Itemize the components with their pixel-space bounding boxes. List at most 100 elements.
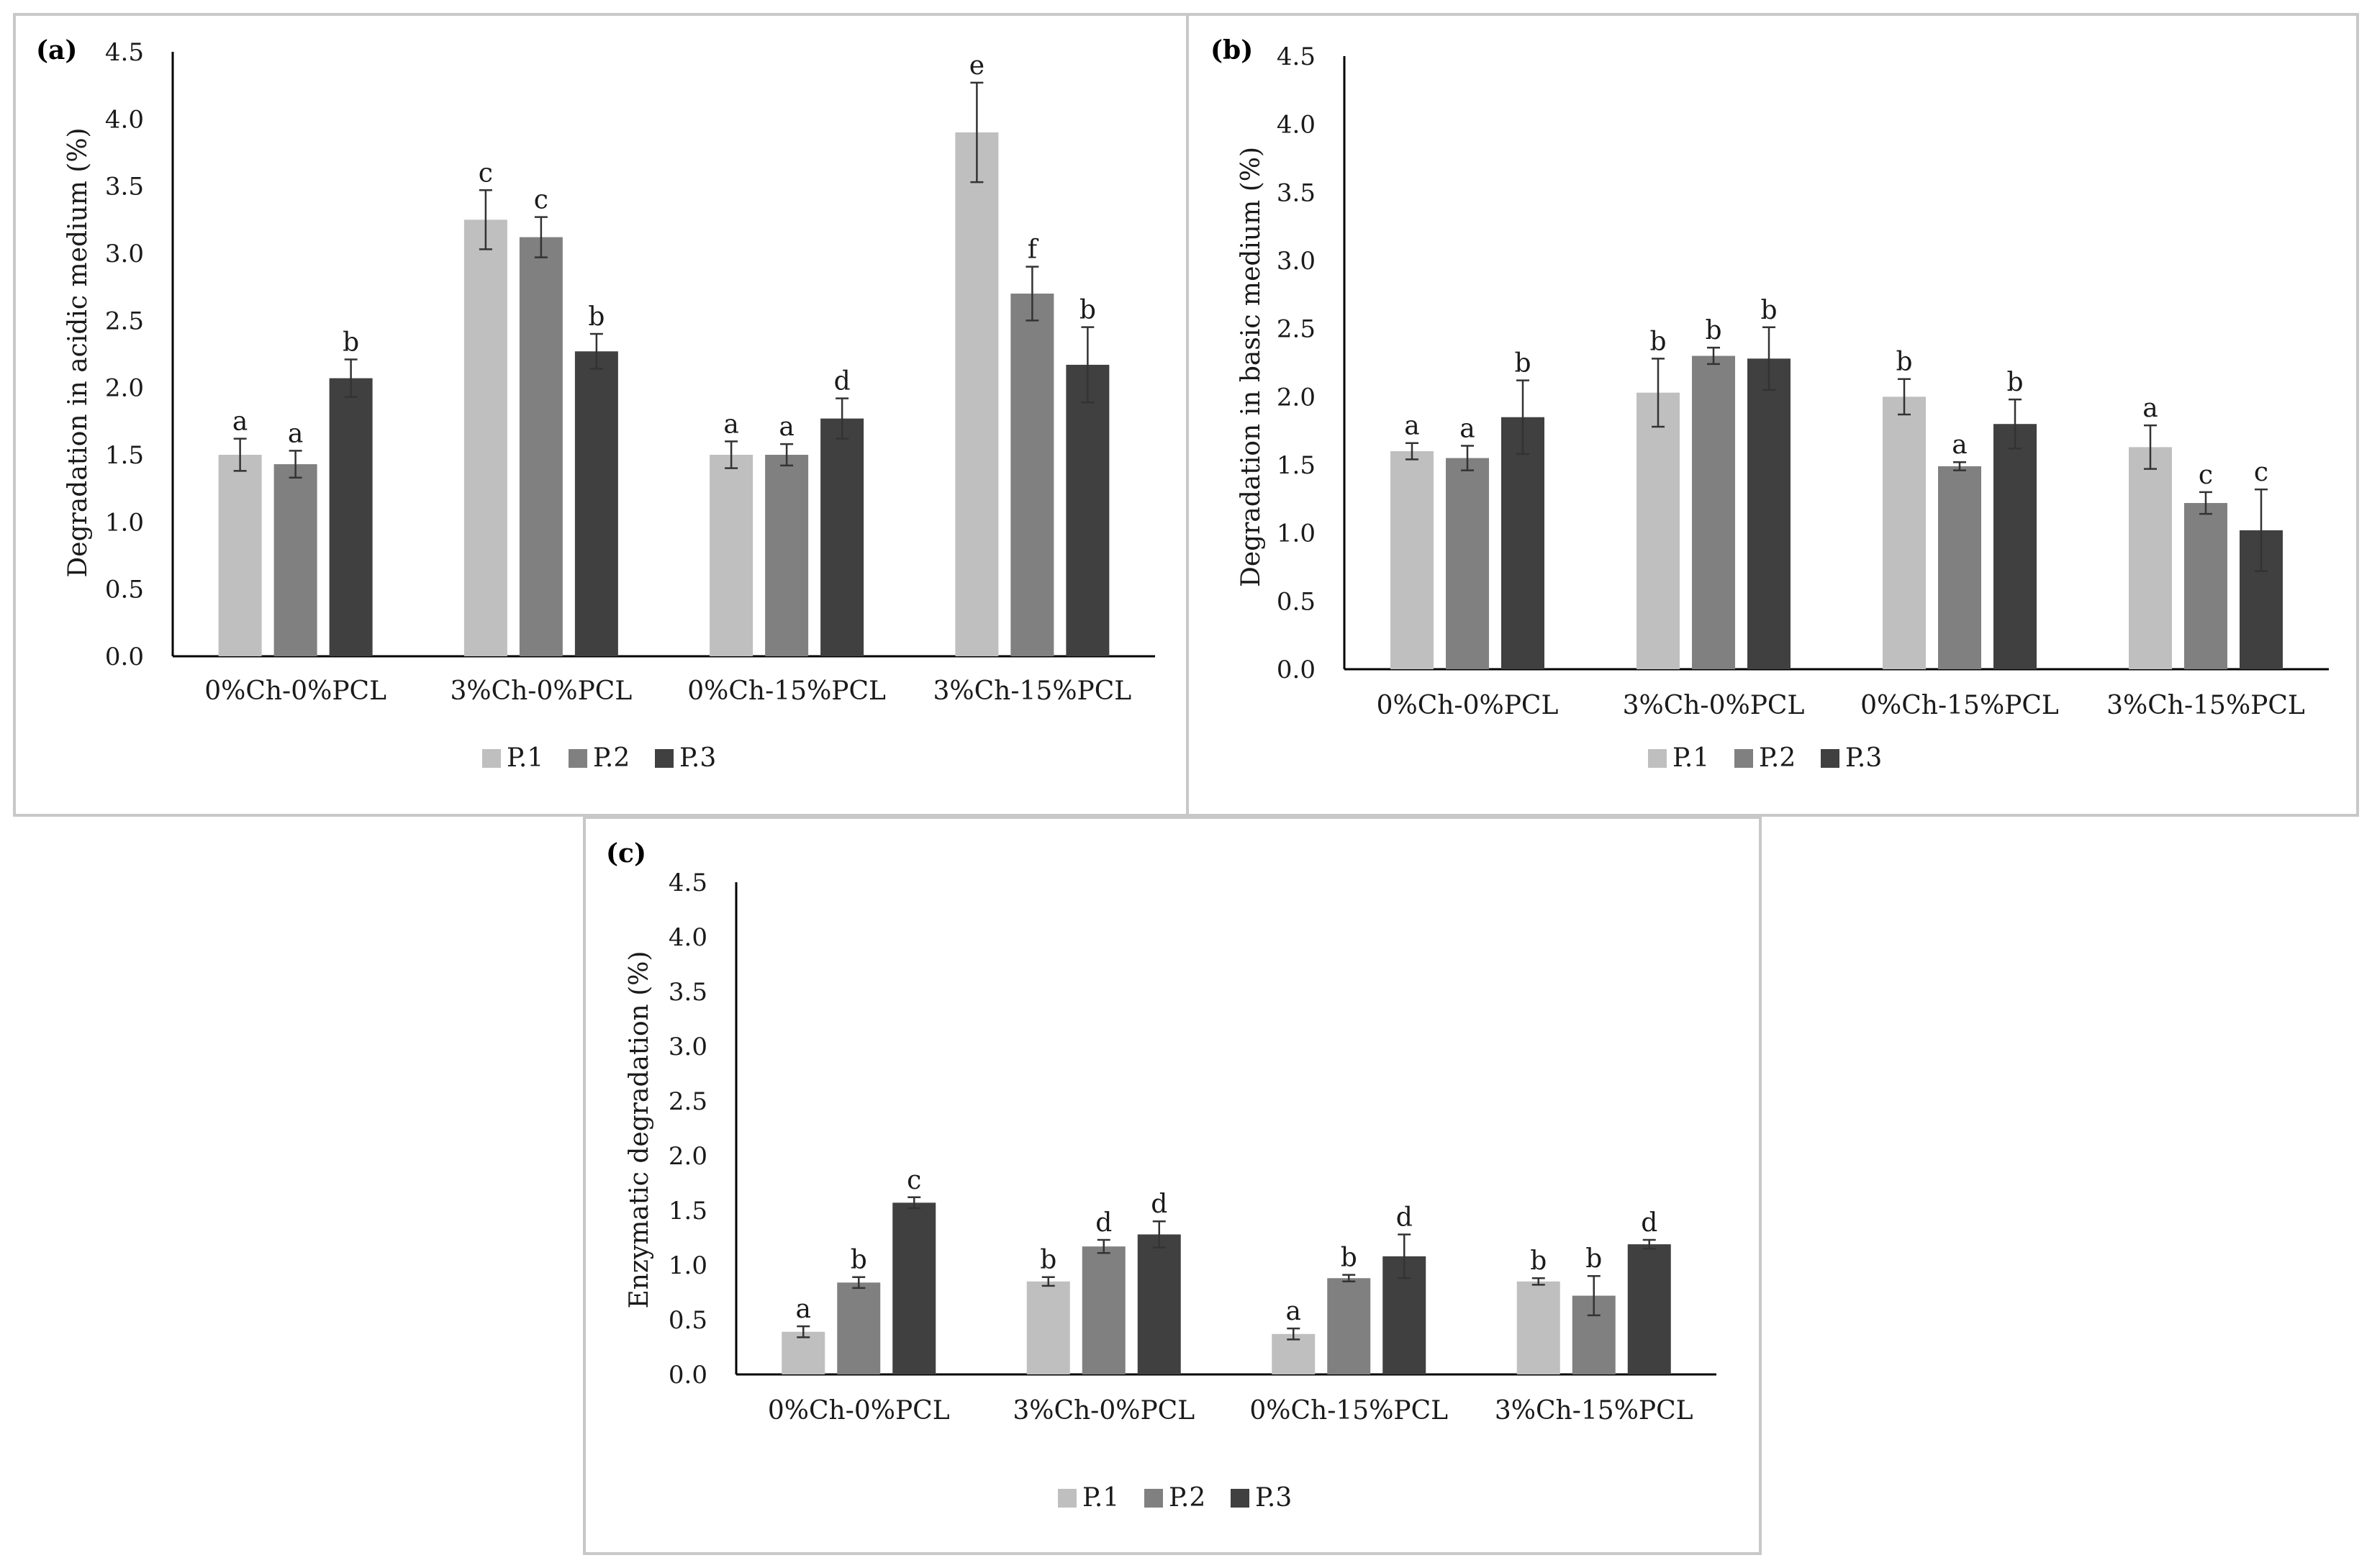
panel-c-bar <box>1026 1281 1070 1374</box>
panel-b-y-tick-label: 3.5 <box>1277 178 1316 207</box>
panel-b-y-tick-label: 2.5 <box>1277 315 1316 344</box>
panel-c-bar <box>1082 1246 1126 1374</box>
panel-b-legend-swatch <box>1648 749 1667 768</box>
panel-b-significance-letter: b <box>2006 368 2023 397</box>
panel-a-category-label: 0%Ch-0%PCL <box>204 676 386 706</box>
panel-a-significance-letter: c <box>534 186 548 215</box>
panel-c-y-tick-label: 4.0 <box>669 923 707 952</box>
panel-b-bar <box>2129 447 2172 669</box>
panel-b-bar <box>1747 358 1791 669</box>
panel-a-category-label: 3%Ch-15%PCL <box>933 676 1132 706</box>
panel-a-significance-letter: d <box>834 367 851 396</box>
panel-c-bar <box>1516 1281 1560 1374</box>
panel-b-y-tick-label: 0.0 <box>1277 656 1316 684</box>
panel-b-legend-swatch <box>1734 749 1753 768</box>
panel-c-frame <box>583 816 1762 1555</box>
panel-c-significance-letter: b <box>851 1246 867 1275</box>
panel-a-y-tick-label: 2.5 <box>105 307 144 335</box>
panel-b-significance-letter: b <box>1705 316 1721 345</box>
panel-b-bar <box>1883 396 1926 669</box>
panel-a-legend-swatch <box>482 749 501 768</box>
panel-c-significance-letter: d <box>1151 1189 1167 1219</box>
panel-c-category-label: 0%Ch-15%PCL <box>1249 1396 1448 1426</box>
panel-a-significance-letter: c <box>479 158 493 188</box>
panel-c-significance-letter: b <box>1585 1244 1602 1274</box>
panel-a-significance-letter: a <box>288 419 303 448</box>
panel-c-significance-letter: a <box>1286 1297 1301 1326</box>
panel-a-category-label: 3%Ch-0%PCL <box>450 676 632 706</box>
panel-a-bar <box>574 351 618 656</box>
panel-a-bar <box>463 219 507 656</box>
panel-b-legend-label: P.3 <box>1845 743 1882 773</box>
panel-a-significance-letter: a <box>779 412 794 442</box>
panel-c-bar <box>1272 1333 1316 1374</box>
panel-b-bar <box>1501 417 1544 669</box>
panel-c-y-tick-label: 0.5 <box>669 1306 707 1335</box>
panel-c-y-tick-label: 3.5 <box>669 978 707 1007</box>
panel-b-significance-letter: b <box>1896 348 1912 377</box>
panel-a-bar <box>765 455 809 656</box>
panel-c-significance-letter: d <box>1095 1208 1112 1238</box>
panel-c-legend-swatch <box>1058 1489 1077 1508</box>
panel-c-bar <box>1327 1278 1371 1374</box>
panel-a-y-tick-label: 1.5 <box>105 441 144 470</box>
panel-c-legend-label: P.2 <box>1169 1483 1205 1513</box>
panel-b-significance-letter: a <box>1952 430 1967 460</box>
panel-b-y-tick-label: 0.5 <box>1277 587 1316 616</box>
panel-b-y-tick-label: 4.0 <box>1277 111 1316 140</box>
panel-c-significance-letter: a <box>796 1295 811 1324</box>
panel-c-y-tick-label: 1.0 <box>669 1251 707 1280</box>
panel-b-bar <box>1637 392 1680 669</box>
panel-a-tag: (a) <box>36 35 77 65</box>
panel-b: (b) Degradation in basic medium (%) 0.0 0… <box>1186 13 2359 817</box>
panel-c-significance-letter: d <box>1641 1208 1657 1238</box>
panel-c-bar <box>782 1331 825 1374</box>
panel-b-legend-label: P.1 <box>1672 743 1709 773</box>
panel-a-significance-letter: e <box>969 51 984 81</box>
panel-b-category-label: 3%Ch-0%PCL <box>1623 691 1805 720</box>
panel-a-bar <box>1066 364 1110 656</box>
panel-c-legend-swatch <box>1144 1489 1163 1508</box>
panel-a-category-label: 0%Ch-15%PCL <box>687 676 886 706</box>
panel-a-significance-letter: b <box>588 302 605 332</box>
panel-c-bar <box>837 1282 881 1374</box>
panel-b-y-tick-label: 4.5 <box>1277 42 1316 71</box>
panel-b-y-tick-label: 3.0 <box>1277 247 1316 276</box>
panel-a-y-tick-label: 0.5 <box>105 576 144 604</box>
panel-a-bar <box>1010 294 1054 656</box>
panel-b-significance-letter: b <box>1760 296 1777 325</box>
panel-a-bar <box>218 455 262 656</box>
panel-c-y-tick-label: 0.0 <box>669 1361 707 1390</box>
panel-c-legend-swatch <box>1231 1489 1249 1508</box>
panel-b-significance-letter: a <box>2142 394 2158 423</box>
panel-b-bar <box>1390 451 1434 669</box>
panel-c-category-label: 3%Ch-15%PCL <box>1495 1396 1693 1426</box>
panel-a-y-tick-label: 1.0 <box>105 508 144 537</box>
panel-a-y-tick-label: 3.5 <box>105 173 144 201</box>
panel-a-significance-letter: a <box>723 409 738 439</box>
panel-b-bar <box>2184 503 2227 669</box>
panel-b-significance-letter: a <box>1459 414 1475 443</box>
panel-c-significance-letter: b <box>1341 1243 1357 1273</box>
panel-c-ylabel: Enzymatic degradation (%) <box>625 951 654 1308</box>
panel-b-y-tick-label: 1.5 <box>1277 451 1316 480</box>
panel-b-y-tick-label: 2.0 <box>1277 383 1316 412</box>
panel-b-bar <box>1993 424 2037 669</box>
panel-c-category-label: 3%Ch-0%PCL <box>1013 1396 1195 1426</box>
panel-a-significance-letter: b <box>1079 296 1096 325</box>
panel-c-y-tick-label: 2.5 <box>669 1087 707 1116</box>
panel-c-significance-letter: c <box>907 1166 921 1195</box>
panel-a-y-tick-label: 0.0 <box>105 643 144 671</box>
panel-a-significance-letter: f <box>1028 235 1039 265</box>
panel-b-bar <box>1446 458 1489 669</box>
panel-a-y-tick-label: 3.0 <box>105 240 144 268</box>
panel-c: (c) Enzymatic degradation (%) 0.0 0.5 1.0 1… <box>583 816 1762 1555</box>
panel-c-bar <box>1137 1234 1181 1374</box>
panel-b-bar <box>1938 466 1981 669</box>
panel-b-legend-label: P.2 <box>1759 743 1796 773</box>
panel-c-significance-letter: b <box>1040 1246 1056 1275</box>
panel-a-significance-letter: a <box>232 407 248 437</box>
panel-b-significance-letter: b <box>1514 349 1531 379</box>
panel-c-legend-label: P.1 <box>1082 1483 1119 1513</box>
